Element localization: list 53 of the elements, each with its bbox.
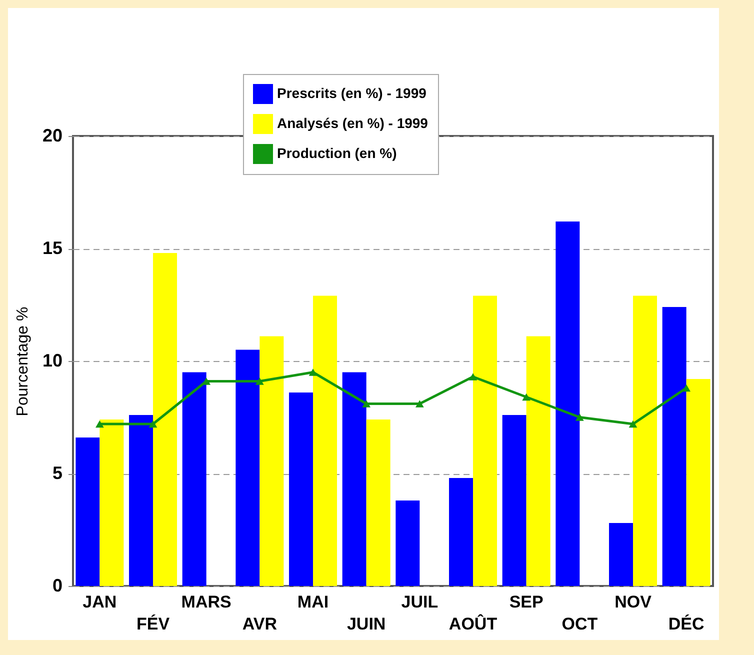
bar — [100, 420, 124, 586]
bar — [473, 296, 497, 586]
bar — [633, 296, 657, 586]
y-tick-label: 15 — [42, 238, 62, 258]
point — [575, 414, 584, 421]
x-tick-label: FÉV — [136, 614, 170, 634]
point — [628, 420, 638, 428]
y-tick-label: 0 — [52, 576, 62, 596]
bar — [526, 336, 550, 586]
legend-label: Production (en %) — [277, 145, 397, 161]
point — [522, 393, 531, 401]
point — [468, 373, 478, 380]
bar — [662, 307, 686, 586]
y-tick-label: 20 — [42, 126, 62, 146]
bar — [502, 415, 526, 586]
legend-label: Prescrits (en %) - 1999 — [277, 85, 427, 101]
point — [308, 368, 318, 376]
bar — [342, 372, 366, 586]
y-tick-label: 5 — [52, 463, 62, 483]
bar — [236, 350, 260, 586]
y-tick-label: 10 — [42, 350, 62, 370]
point — [95, 420, 104, 428]
bar — [556, 222, 580, 586]
bar — [396, 500, 420, 586]
bar — [182, 372, 206, 586]
x-tick-label: JUIN — [346, 614, 386, 634]
point — [682, 384, 691, 392]
bar — [153, 253, 177, 586]
x-tick-label: DÉC — [668, 614, 704, 634]
point — [255, 378, 264, 385]
x-tick-label: MARS — [181, 592, 232, 612]
x-tick-label: JAN — [82, 592, 117, 612]
bar — [686, 379, 710, 586]
x-tick-label: SEP — [509, 592, 544, 612]
y-axis-title: Pourcentage % — [14, 306, 32, 416]
bar — [76, 438, 100, 586]
point — [362, 400, 371, 408]
x-tick-label: OCT — [562, 614, 598, 634]
x-tick-label: AVR — [242, 614, 277, 634]
bar — [289, 392, 313, 586]
point — [415, 400, 424, 408]
bar — [313, 296, 337, 586]
legend-label: Analysés (en %) - 1999 — [277, 115, 428, 131]
x-tick-label: NOV — [614, 592, 652, 612]
bar — [449, 478, 473, 586]
bar — [609, 523, 633, 586]
bar — [129, 415, 153, 586]
x-tick-label: MAI — [297, 592, 329, 612]
point — [148, 420, 158, 428]
bar — [366, 420, 390, 586]
x-tick-label: JUIL — [401, 592, 438, 612]
bar — [260, 336, 284, 586]
x-tick-label: AOÛT — [448, 614, 498, 634]
